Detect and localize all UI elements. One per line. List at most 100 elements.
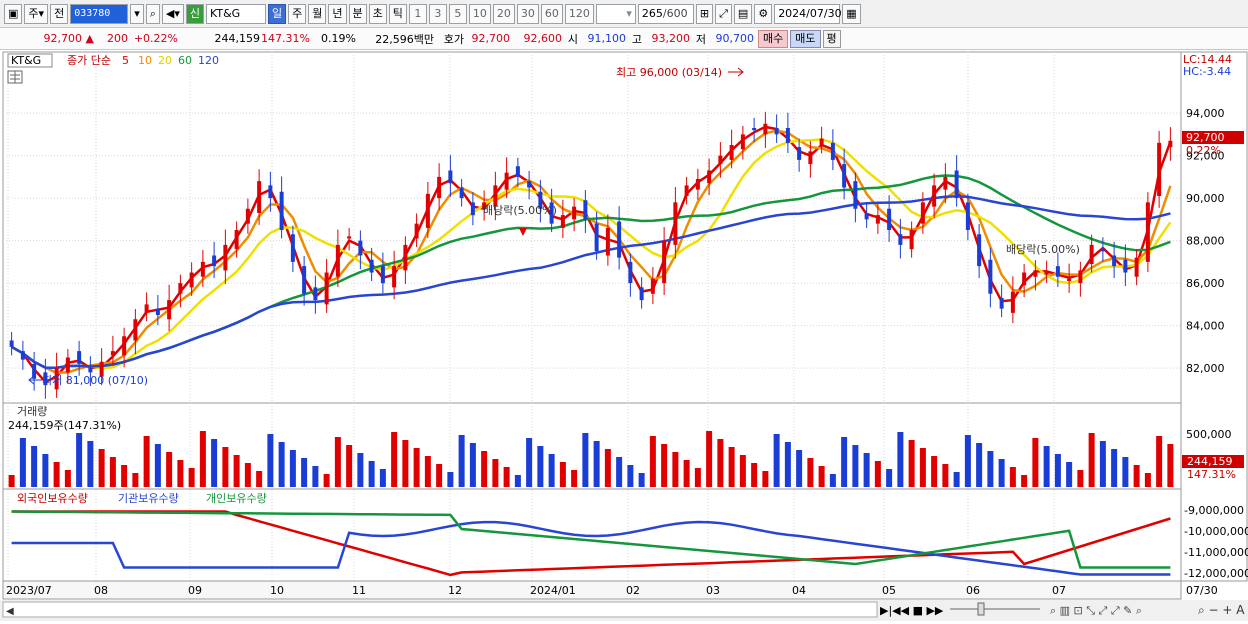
candle-body: [1134, 257, 1139, 277]
x-axis-label: 06: [966, 584, 980, 597]
interval-60[interactable]: 60: [540, 3, 563, 24]
tab-minute[interactable]: 분: [348, 3, 367, 24]
window-icon[interactable]: ▣: [4, 3, 23, 24]
candle-body: [605, 227, 610, 256]
date-field[interactable]: 2024/07/30: [774, 3, 842, 24]
volume-bar: [31, 446, 38, 487]
bid-label: 호가: [443, 32, 464, 46]
volume-bar: [571, 470, 578, 487]
stock-code-input[interactable]: 033780: [70, 3, 129, 24]
tab-year[interactable]: 년: [328, 3, 347, 24]
legend-ma10: 10: [138, 54, 152, 67]
price-ytick: 88,000: [1186, 235, 1225, 248]
stock-chart[interactable]: KT&G 종가 단순 5 10 20 60 120 최고 96,000 (03/…: [0, 50, 1248, 621]
volume-bar: [64, 470, 71, 487]
legend-individual: 개인보유수량: [206, 492, 267, 505]
volume-bar: [42, 454, 49, 487]
tab-month[interactable]: 월: [308, 3, 327, 24]
candle-body: [493, 185, 498, 207]
candle-body: [392, 266, 397, 288]
eval-button[interactable]: 평: [822, 29, 841, 48]
candle-body: [437, 176, 442, 199]
prev-button[interactable]: 전: [50, 3, 69, 24]
interval-5[interactable]: 5: [448, 3, 467, 24]
candle-body: [212, 255, 217, 267]
volume-bar: [807, 458, 814, 487]
search-icon[interactable]: ⌕: [145, 3, 160, 24]
candle-body: [99, 361, 104, 377]
interval-10[interactable]: 10: [468, 3, 491, 24]
price-ytick: 84,000: [1186, 320, 1225, 333]
nav-buttons[interactable]: ▶|◀◀ ■ ▶▶: [880, 604, 944, 617]
volume-bar: [154, 444, 161, 487]
tool-icons[interactable]: ⌕ ▥ ⊡ ⤡ ⤢ ⤢ ✎ ⌕: [1050, 604, 1142, 617]
calendar-icon[interactable]: ▦: [842, 3, 861, 24]
speaker-icon[interactable]: ◀▾: [161, 3, 184, 24]
volume-bar: [1133, 465, 1140, 487]
interval-3[interactable]: 3: [428, 3, 447, 24]
market-select[interactable]: 주 ▾: [24, 3, 49, 24]
candle-body: [718, 155, 723, 165]
zoom-controls[interactable]: ⌕ − + A: [1198, 603, 1245, 617]
candle-body: [1123, 259, 1128, 273]
compare-icon[interactable]: ⊞: [695, 3, 714, 24]
volume-bar: [728, 447, 735, 487]
candle-body: [32, 363, 37, 379]
volume-bar: [762, 471, 769, 487]
candle-body: [110, 351, 115, 356]
volume-bar: [19, 438, 26, 487]
sell-button[interactable]: 매도: [790, 29, 821, 48]
tab-second[interactable]: 초: [368, 3, 387, 24]
price-ytick: 94,000: [1186, 107, 1225, 120]
volume-value: 244,159: [214, 32, 261, 45]
hc-label: HC:-3.44: [1183, 65, 1231, 78]
interval-20[interactable]: 20: [492, 3, 515, 24]
candle-body: [335, 244, 340, 277]
x-axis-label: 11: [352, 584, 366, 597]
volume-bar: [312, 466, 319, 487]
x-axis-label: 04: [792, 584, 806, 597]
volume-bar: [301, 458, 308, 487]
candle-body: [9, 340, 14, 347]
volume-bar: [672, 452, 679, 487]
candle-body: [684, 185, 689, 196]
dropdown-icon[interactable]: ▾: [130, 3, 144, 24]
scroll-left-icon[interactable]: ◀: [6, 606, 14, 617]
volume-bar: [998, 459, 1005, 487]
candle-body: [380, 266, 385, 284]
interval-30[interactable]: 30: [516, 3, 539, 24]
volume-bar: [694, 468, 701, 487]
horizontal-scrollbar[interactable]: [2, 601, 878, 618]
ask-price: 92,700: [471, 32, 511, 45]
tab-week[interactable]: 주: [288, 3, 307, 24]
candle-body: [1067, 278, 1072, 281]
tab-day[interactable]: 일: [268, 3, 287, 24]
candle-body: [875, 215, 880, 224]
interval-custom-dropdown[interactable]: ▾: [595, 3, 636, 24]
volume-bar: [1021, 475, 1028, 487]
legend-ma5: 5: [122, 54, 129, 67]
volume-bar: [121, 465, 128, 487]
volume-bar: [53, 462, 60, 487]
volume-bar: [244, 463, 251, 487]
x-axis-label: 08: [94, 584, 108, 597]
draw-icon[interactable]: ⤢: [715, 3, 732, 24]
candle-body: [1089, 244, 1094, 264]
buy-button[interactable]: 매수: [758, 29, 789, 48]
count-field[interactable]: 265/600: [637, 3, 694, 24]
candle-body: [347, 236, 352, 239]
interval-1[interactable]: 1: [408, 3, 427, 24]
trade-amount: 22,596백만: [375, 32, 434, 46]
gear-icon[interactable]: ⚙: [754, 3, 773, 24]
candle-body: [459, 187, 464, 199]
candle-body: [234, 230, 239, 250]
hold-ytick-3: -11,000,000: [1184, 546, 1248, 559]
interval-120[interactable]: 120: [564, 3, 594, 24]
volume-bar: [559, 462, 566, 487]
candle-body: [560, 215, 565, 228]
legend-ma20: 20: [158, 54, 172, 67]
candle-body: [887, 208, 892, 230]
save-icon[interactable]: ▤: [733, 3, 753, 24]
dividend-annotation-2: 배당락(5.00%): [1006, 243, 1080, 256]
tab-tick[interactable]: 틱: [388, 3, 407, 24]
